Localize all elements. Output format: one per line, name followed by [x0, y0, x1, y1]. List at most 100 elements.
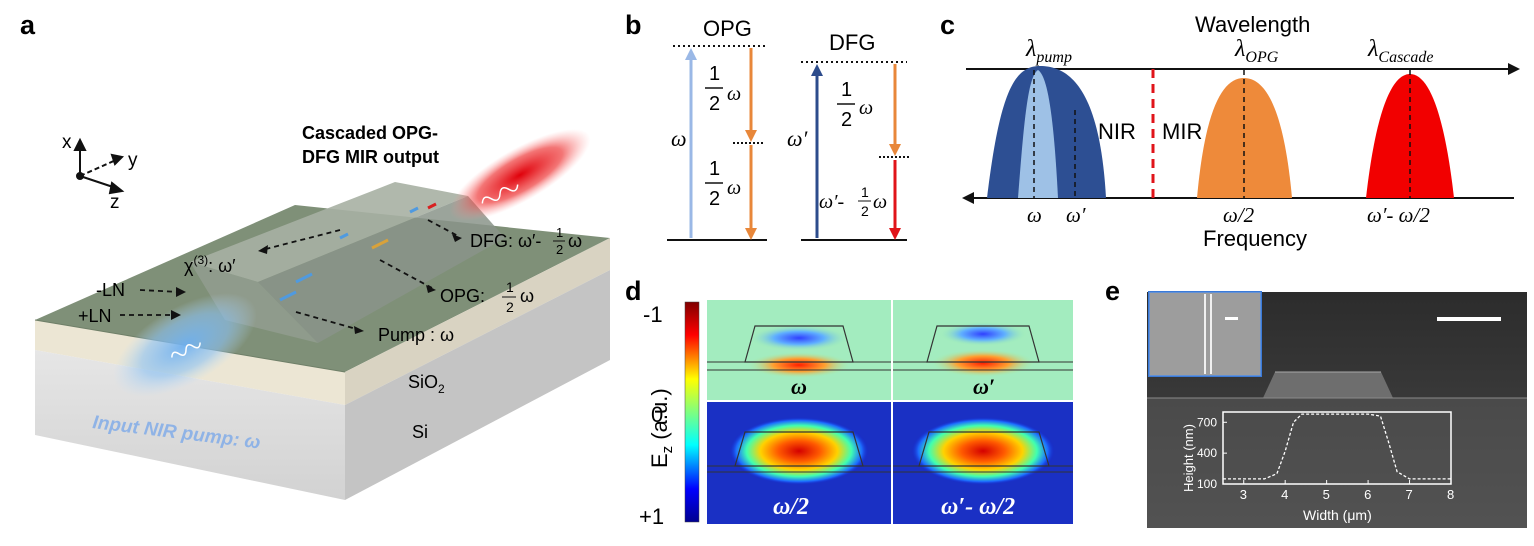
dfg-result-den: 2 [861, 203, 869, 219]
dfg-omega-prime-label: ω′ [787, 126, 809, 151]
mode-label-omega: ω [791, 374, 807, 399]
y-tick-label: 400 [1197, 446, 1217, 460]
dfg-result-omega: ω [873, 191, 887, 213]
dfg-omega: ω [568, 231, 582, 251]
dfg-frac-den: 2 [556, 242, 563, 257]
inset-scale-bar [1225, 317, 1238, 320]
minus-ln-label: -LN [96, 280, 125, 300]
opg-half2-den: 2 [709, 188, 720, 210]
tick-omega-prime: ω′ [1066, 203, 1086, 227]
opg-frac-den: 2 [506, 299, 514, 315]
panel-e: e 3 4 5 6 7 8 700 400 100 Height (nm) Width (μm) [1105, 276, 1527, 528]
mode-label-omega-half: ω/2 [773, 494, 809, 520]
profile-ticks: 3 4 5 6 7 8 700 400 100 [1197, 415, 1454, 502]
axis-y-label: y [128, 150, 138, 171]
frequency-title: Frequency [1203, 226, 1307, 251]
opg-half1-num: 1 [709, 63, 720, 85]
pump-label: Pump : ω [378, 325, 454, 345]
profile-plot-frame [1222, 411, 1452, 485]
output-title-1: Cascaded OPG- [302, 123, 438, 143]
panel-d-label: d [625, 276, 642, 306]
opg-half2-num: 1 [709, 158, 720, 180]
sio2-label: SiO2 [408, 372, 445, 396]
y-tick-label: 700 [1197, 415, 1217, 429]
lambda-cascade-label: λCascade [1367, 36, 1434, 66]
x-tick-label: 5 [1323, 487, 1330, 502]
axis-z-label: z [110, 192, 120, 213]
axis-x-label: x [62, 132, 72, 153]
wavelength-title: Wavelength [1195, 12, 1310, 37]
panel-a: a x y z [20, 10, 610, 500]
panel-d: d -1 0 +1 Ez (a.u.) ω ω′ ω/2 ω′- ω/2 [625, 276, 1073, 529]
opg-diagram [667, 45, 767, 241]
mir-output-beam [449, 129, 591, 221]
dfg-half-num: 1 [841, 79, 852, 101]
wave-packets [279, 202, 437, 302]
panel-a-label: a [20, 10, 36, 40]
mode-omega-prime [893, 300, 1073, 400]
dfg-result-num: 1 [861, 184, 869, 200]
pointer-arrows [120, 219, 459, 331]
colorbar-label: Ez (a.u.) [647, 388, 676, 468]
profile-line [1223, 413, 1451, 480]
x-tick-label: 7 [1406, 487, 1413, 502]
input-pump-beam [113, 293, 257, 397]
nir-label: NIR [1098, 119, 1136, 144]
panel-c-label: c [940, 10, 955, 40]
opg-half1-den: 2 [709, 93, 720, 115]
output-wave-icon [481, 184, 519, 204]
dfg-result-label: ω′- [819, 191, 844, 213]
x-tick-label: 4 [1281, 487, 1288, 502]
profile-ylabel: Height (nm) [1181, 424, 1196, 492]
opg-label: OPG: [440, 286, 485, 306]
opg-title: OPG [703, 16, 752, 41]
panel-b-label: b [625, 10, 642, 40]
mode-omega-prime-minus-half [893, 402, 1073, 524]
x-tick-label: 3 [1240, 487, 1247, 502]
colorbar-tick-bottom: +1 [639, 504, 664, 529]
opg-omega: ω [520, 286, 534, 306]
bottom-axis-arrowhead [962, 192, 974, 204]
colorbar [684, 301, 700, 523]
x-tick-label: 6 [1364, 487, 1371, 502]
tick-omega: ω [1027, 203, 1042, 227]
panel-c: c Wavelength λpump λOPG λCascade NIR MIR… [940, 10, 1520, 251]
opg-half2-omega: ω [727, 177, 741, 199]
mode-label-omega-prime-minus-half: ω′- ω/2 [941, 494, 1015, 520]
sem-waveguide [1263, 372, 1393, 398]
profile-xlabel: Width (μm) [1303, 507, 1372, 523]
lambda-opg-label: λOPG [1234, 36, 1279, 66]
pump-peak-inner [1018, 70, 1058, 198]
opg-frac-num: 1 [506, 279, 514, 295]
dfg-frac-num: 1 [556, 225, 563, 240]
axes-triad [73, 137, 125, 195]
panel-b: b OPG DFG ω 1 2 ω 1 2 ω ω′ 1 2 ω ω′- 1 2… [625, 10, 911, 241]
chi3-label: χ(3): ω′ [184, 253, 236, 276]
mir-label: MIR [1162, 119, 1202, 144]
y-tick-label: 100 [1197, 477, 1217, 491]
mode-omega [707, 300, 891, 400]
plus-ln-label: +LN [78, 306, 112, 326]
output-title-2: DFG MIR output [302, 147, 439, 167]
pointer-arrowheads [171, 234, 462, 334]
lambda-pump-label: λpump [1025, 36, 1072, 66]
dfg-label: DFG: ω′- [470, 231, 541, 251]
x-tick-label: 8 [1447, 487, 1454, 502]
si-label: Si [412, 422, 428, 442]
input-wave-icon [171, 342, 201, 358]
top-axis-arrowhead [1508, 63, 1520, 75]
dfg-half-den: 2 [841, 109, 852, 131]
tick-omega-half: ω/2 [1223, 203, 1255, 227]
opg-omega-label: ω [671, 126, 687, 151]
dfg-title: DFG [829, 30, 875, 55]
tick-omega-prime-minus-half: ω′- ω/2 [1367, 203, 1430, 227]
panel-e-label: e [1105, 276, 1120, 306]
mode-omega-half [707, 402, 891, 524]
profile-series-line [1223, 413, 1451, 480]
colorbar-tick-mid: 0 [651, 402, 663, 427]
mode-label-omega-prime: ω′ [973, 374, 995, 399]
dfg-half-omega: ω [859, 97, 873, 119]
dfg-diagram [801, 61, 911, 241]
scale-bar [1437, 317, 1501, 321]
colorbar-tick-top: -1 [643, 302, 663, 327]
